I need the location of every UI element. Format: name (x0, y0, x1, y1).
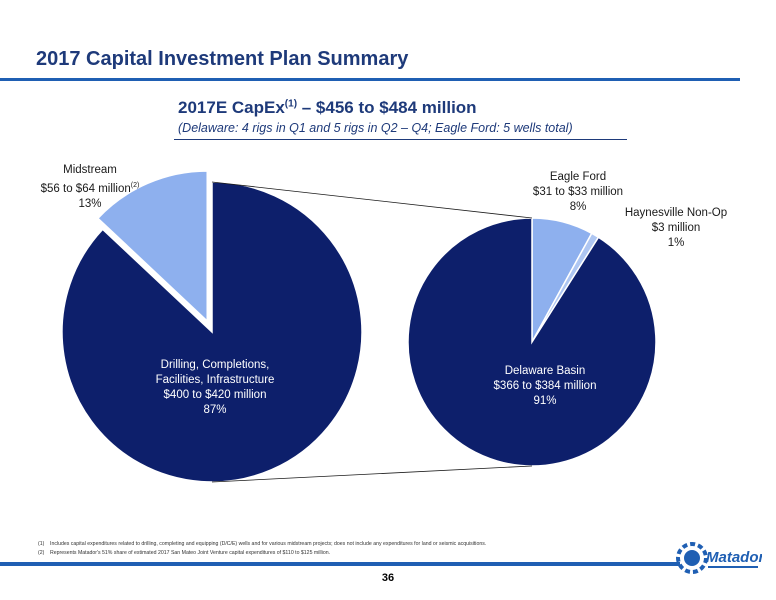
chart-title-main: 2017E CapEx (178, 98, 285, 117)
label-drilling: Drilling, Completions, Facilities, Infra… (130, 358, 300, 418)
label-drilling-name-2: Facilities, Infrastructure (155, 374, 275, 386)
page-number: 36 (381, 572, 395, 584)
matador-logo-emblem (676, 542, 708, 574)
label-delaware-value: $366 to $384 million (493, 380, 597, 392)
label-delaware-percent: 91% (533, 395, 557, 407)
chart-title-rest: – $456 to $484 million (297, 98, 477, 117)
label-delaware-name: Delaware Basin (504, 365, 586, 377)
pie-chart-total (61, 170, 363, 483)
footnote-2-text: Represents Matador's 51% share of estima… (50, 549, 331, 556)
footnote-1: (1) Includes capital expenditures relate… (38, 540, 486, 549)
chart-title-footnote-ref: (1) (284, 98, 298, 110)
pie-chart-drilling-breakdown (407, 217, 657, 467)
chart-title: 2017E CapEx(1) – $456 to $484 million (178, 98, 477, 118)
label-eagle-ford-name: Eagle Ford (549, 171, 607, 183)
label-midstream-percent: 13% (78, 197, 102, 210)
matador-logo-wordmark: Matador (706, 549, 762, 566)
label-delaware: Delaware Basin $366 to $384 million 91% (470, 364, 620, 409)
label-midstream-name: Midstream (63, 164, 117, 176)
page-title: 2017 Capital Investment Plan Summary (36, 48, 409, 70)
matador-logo-underline (708, 566, 758, 568)
pie-slice-delaware (407, 217, 657, 467)
label-haynesville-name: Haynesville Non-Op (624, 207, 728, 219)
subtitle-rule (174, 139, 627, 140)
label-drilling-name-1: Drilling, Completions, (160, 359, 270, 371)
footnote-1-text: Includes capital expenditures related to… (50, 541, 487, 547)
label-eagle-ford: Eagle Ford $31 to $33 million 8% (518, 170, 638, 215)
footnote-2: (2) Represents Matador's 51% share of es… (38, 549, 486, 558)
label-drilling-value: $400 to $420 million (163, 389, 267, 401)
label-haynesville: Haynesville Non-Op $3 million 1% (614, 206, 738, 251)
bottom-rule (0, 562, 680, 566)
footnotes: (1) Includes capital expenditures relate… (38, 540, 486, 557)
connector-top (211, 181, 533, 219)
matador-logo: Matador (676, 542, 762, 574)
label-haynesville-value: $3 million (651, 222, 701, 234)
title-rule (0, 78, 740, 81)
label-eagle-ford-percent: 8% (569, 201, 587, 213)
label-drilling-percent: 87% (203, 404, 227, 416)
pie-slice-drilling (61, 181, 363, 483)
connector-bottom (211, 465, 533, 483)
label-midstream-value: $56 to $64 million(2) (40, 182, 140, 195)
label-midstream: Midstream $56 to $64 million(2) 13% (30, 163, 150, 212)
pie-slice-midstream (96, 170, 208, 323)
chart-subtitle: (Delaware: 4 rigs in Q1 and 5 rigs in Q2… (178, 121, 573, 135)
footnote-2-number: (2) (38, 549, 45, 556)
label-haynesville-percent: 1% (667, 237, 685, 249)
breakdown-connectors (211, 181, 533, 483)
footnote-1-number: (1) (38, 541, 45, 547)
label-eagle-ford-value: $31 to $33 million (532, 186, 624, 198)
